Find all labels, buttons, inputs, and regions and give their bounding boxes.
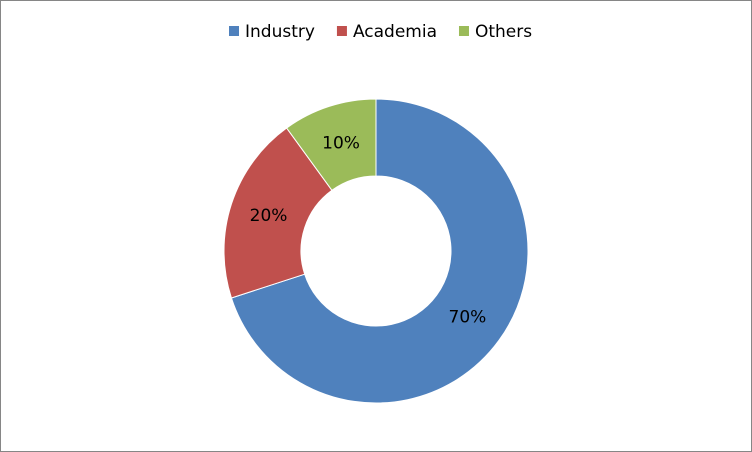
data-label: 10% [322,134,360,154]
legend-swatch [336,26,347,36]
legend-swatch [458,26,469,36]
legend-label: Others [475,22,532,42]
legend-swatch [229,26,239,36]
data-label: 70% [449,307,487,327]
legend-label: Industry [245,22,315,42]
donut-segment [285,98,377,192]
donut-segment [223,127,333,299]
donut-segment [230,98,529,404]
legend-label: Academia [353,22,437,42]
data-label: 20% [250,206,288,226]
